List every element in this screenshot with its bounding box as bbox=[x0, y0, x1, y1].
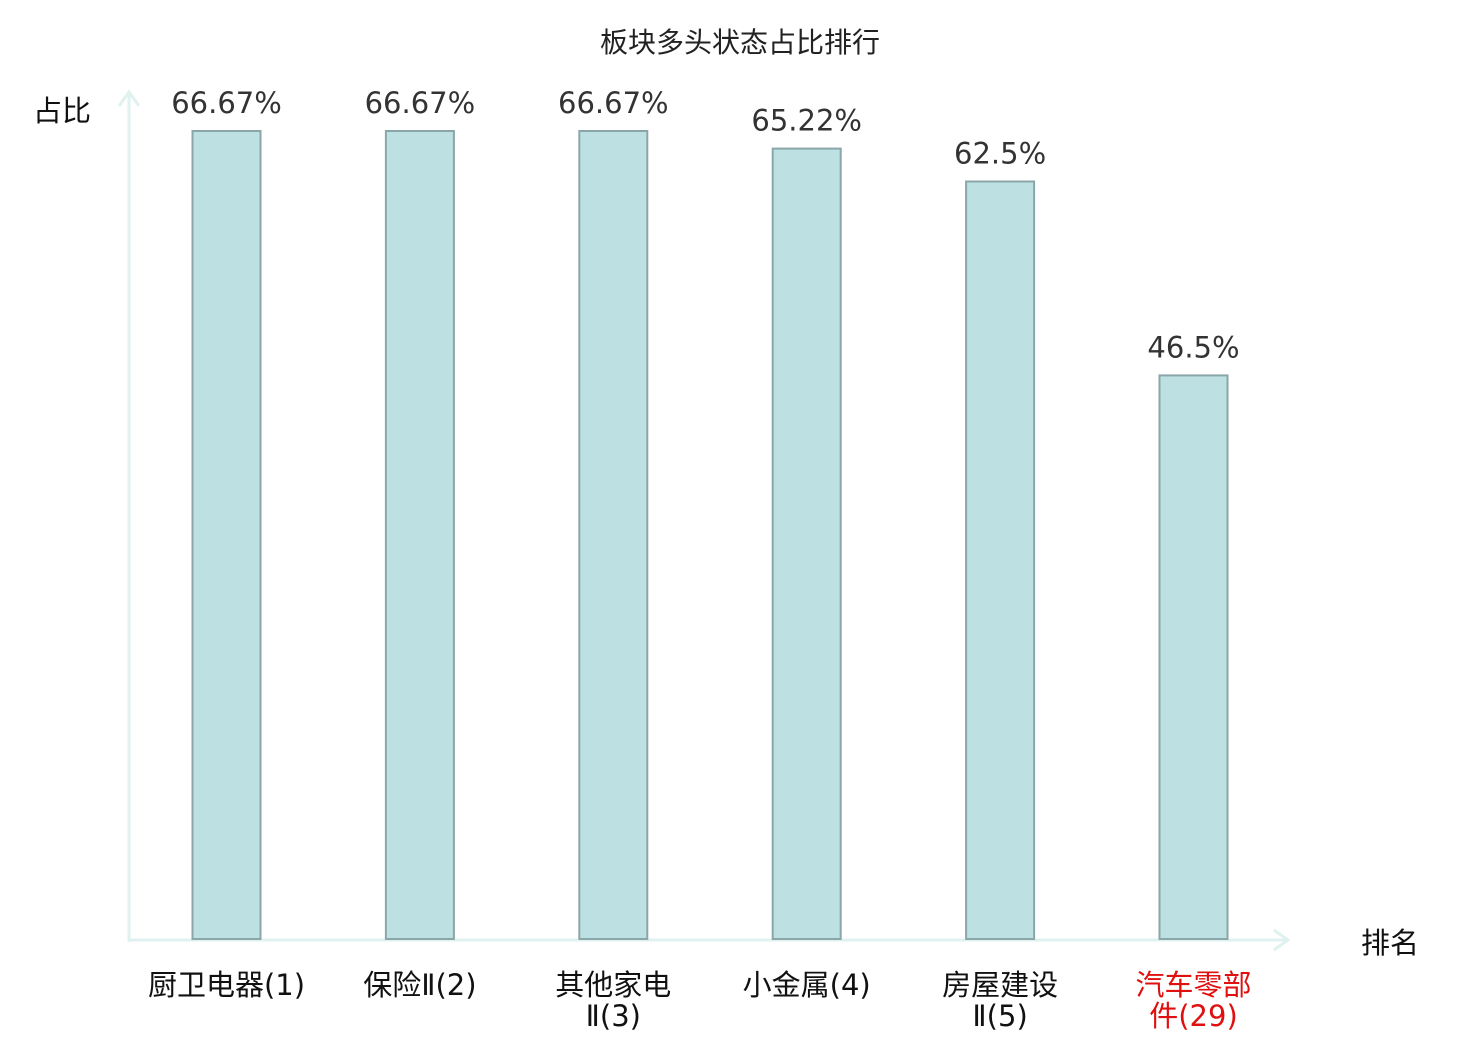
y-axis-label: 占比 bbox=[33, 94, 91, 128]
category-label-6-line-1: 汽车零部 bbox=[1135, 968, 1251, 1002]
bar-6 bbox=[1158, 374, 1229, 940]
bar-4 bbox=[771, 147, 842, 941]
x-axis-arrow-icon bbox=[1273, 928, 1291, 952]
x-axis-label: 排名 bbox=[1361, 926, 1419, 960]
value-label-2: 66.67% bbox=[365, 86, 476, 120]
category-label-3-line-1: 其他家电 bbox=[555, 968, 671, 1002]
bar-2 bbox=[384, 130, 455, 940]
value-label-4: 65.22% bbox=[751, 104, 862, 138]
category-label-5-line-1: 房屋建设 bbox=[942, 968, 1058, 1002]
category-label-6-line-2: 件(29) bbox=[1149, 999, 1238, 1033]
value-label-3: 66.67% bbox=[558, 86, 669, 120]
value-label-5: 62.5% bbox=[954, 137, 1046, 171]
category-label-3-line-2: Ⅱ(3) bbox=[586, 999, 641, 1033]
bar-5 bbox=[965, 180, 1036, 940]
bar-1 bbox=[191, 130, 262, 940]
category-label-4: 小金属(4) bbox=[743, 968, 871, 1002]
category-label-1: 厨卫电器(1) bbox=[148, 968, 305, 1002]
category-label-2: 保险Ⅱ(2) bbox=[363, 968, 476, 1002]
y-axis-arrow-icon bbox=[117, 89, 141, 107]
chart-title: 板块多头状态占比排行 bbox=[600, 26, 880, 59]
category-label-5-line-2: Ⅱ(5) bbox=[972, 999, 1027, 1033]
bar-series bbox=[191, 130, 1229, 941]
value-label-6: 46.5% bbox=[1147, 330, 1239, 364]
value-labels: 66.67% 66.67% 66.67% 65.22% 62.5% 46.5% bbox=[171, 86, 1239, 364]
bar-3 bbox=[578, 130, 649, 940]
value-label-1: 66.67% bbox=[171, 86, 282, 120]
